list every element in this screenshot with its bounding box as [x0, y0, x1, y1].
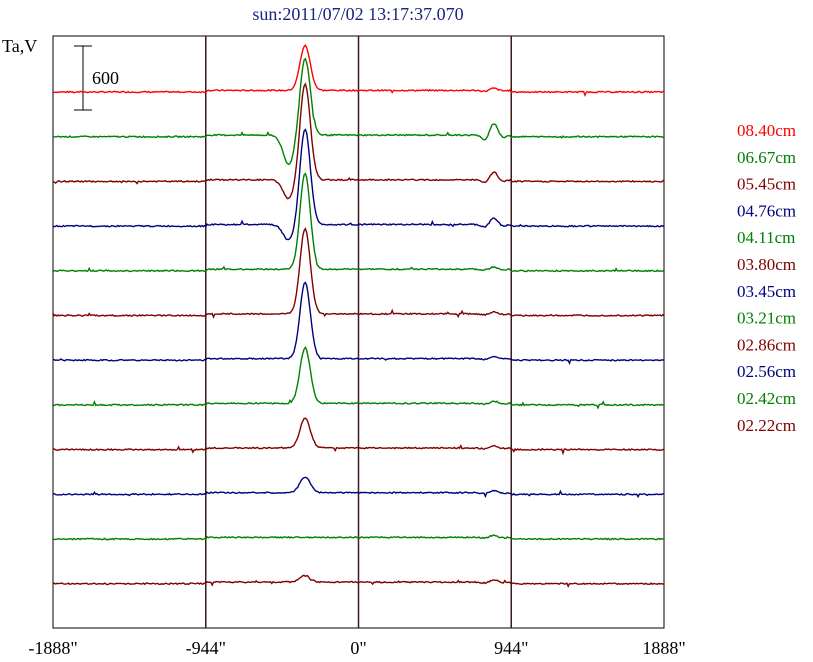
series-line-02.86cm	[53, 417, 665, 456]
series-line-05.45cm	[52, 82, 665, 200]
series-line-04.11cm	[52, 172, 665, 273]
legend-entry: 02.56cm	[737, 362, 796, 381]
series-line-02.22cm	[52, 574, 664, 589]
chart-title: sun:2011/07/02 13:17:37.070	[252, 4, 463, 24]
legend-entry: 03.45cm	[737, 282, 796, 301]
legend-entry: 05.45cm	[737, 175, 796, 194]
x-tick-label: -944"	[186, 638, 226, 658]
series-line-02.56cm	[52, 476, 665, 499]
legend-entry: 08.40cm	[737, 121, 796, 140]
scale-bar-label: 600	[92, 68, 119, 88]
legend-entry: 02.22cm	[737, 416, 796, 435]
legend-entry: 03.21cm	[737, 309, 796, 328]
x-tick-label: 1888"	[642, 638, 685, 658]
series-line-03.45cm	[52, 281, 665, 366]
legend-entry: 02.86cm	[737, 335, 796, 354]
legend-entry: 06.67cm	[737, 148, 796, 167]
x-tick-label: 0"	[350, 638, 366, 658]
series-line-03.80cm	[52, 226, 665, 319]
legend-entry: 04.76cm	[737, 201, 796, 220]
x-tick-label: -1888"	[28, 638, 77, 658]
series-line-08.40cm	[52, 44, 665, 97]
legend-entry: 03.80cm	[737, 255, 796, 274]
x-tick-label: 944"	[494, 638, 528, 658]
series-line-03.21cm	[52, 346, 665, 410]
legend-entry: 02.42cm	[737, 389, 796, 408]
scale-bar: 600	[74, 45, 119, 111]
legend-entry: 04.11cm	[737, 228, 795, 247]
series-line-04.76cm	[52, 128, 665, 241]
series-line-06.67cm	[52, 57, 665, 166]
y-axis-label: Ta,V	[2, 36, 37, 56]
series-line-02.42cm	[52, 534, 665, 541]
